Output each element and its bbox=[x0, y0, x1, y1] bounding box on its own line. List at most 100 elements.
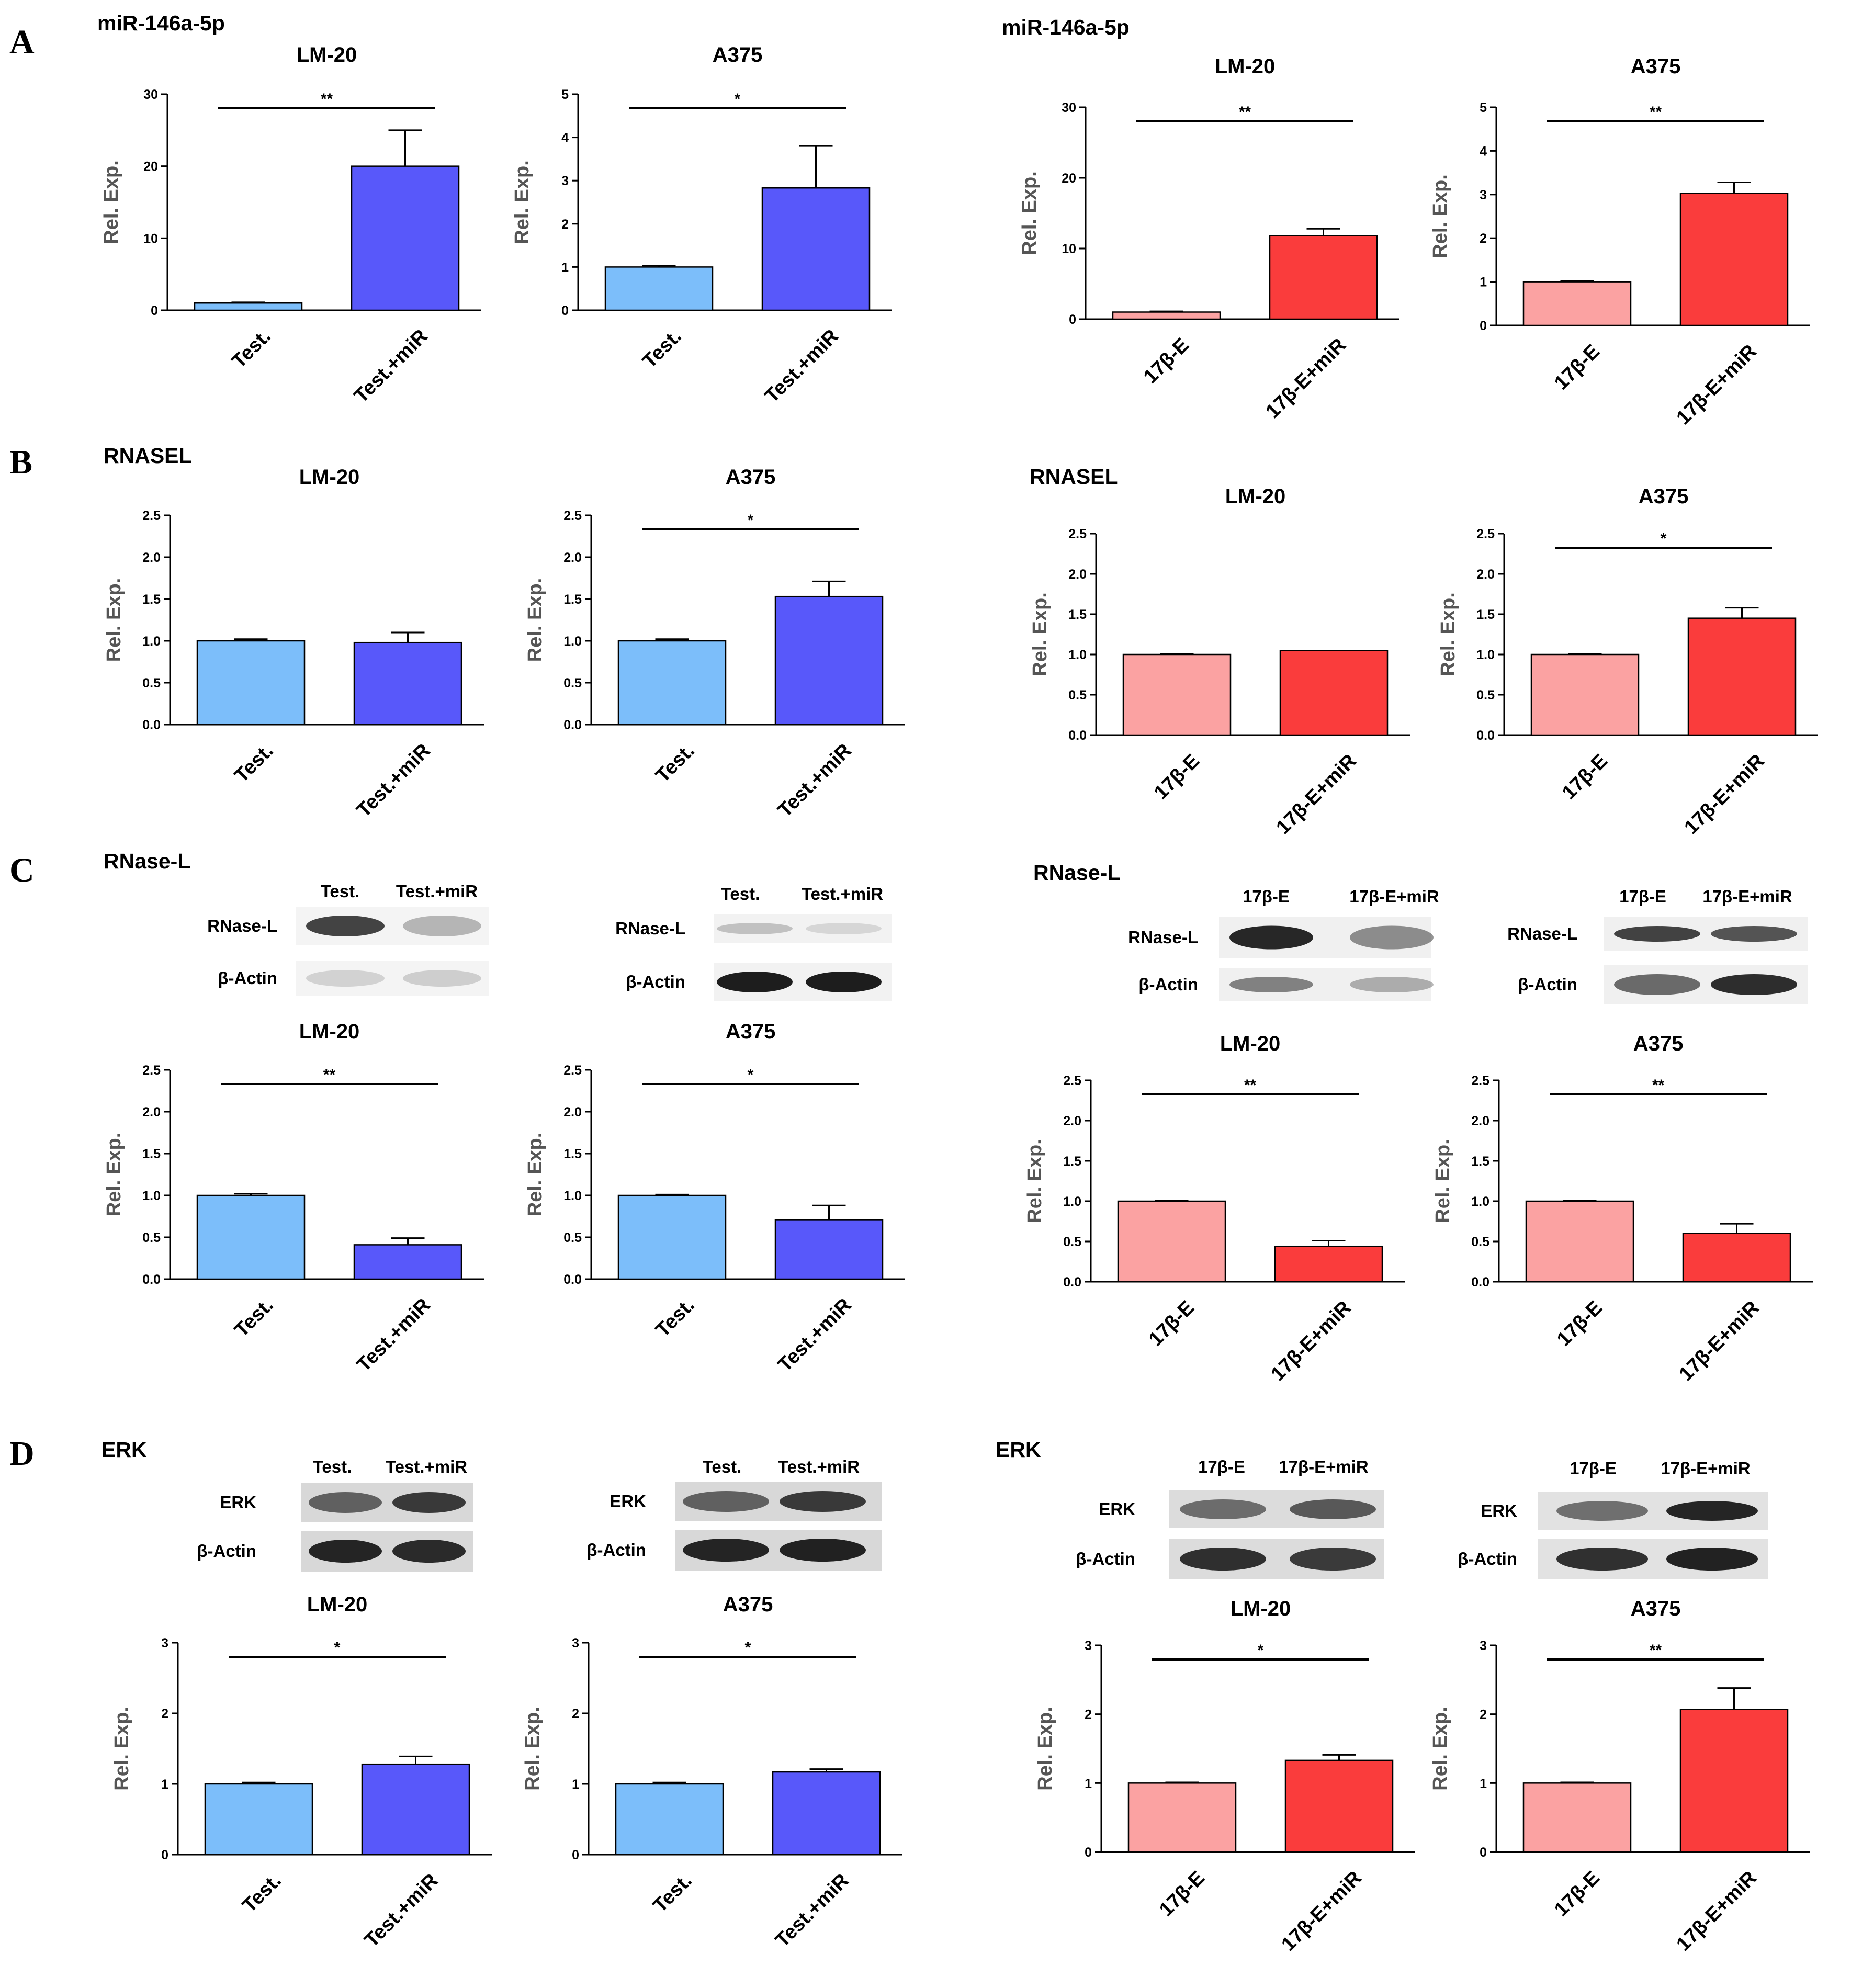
lane-label: Test. bbox=[703, 1457, 742, 1476]
blot-c1: Test. Test.+miR RNase-L β-Actin bbox=[207, 882, 489, 996]
category-label: Test. bbox=[228, 325, 275, 372]
y-tick-label: 0.0 bbox=[1068, 728, 1087, 743]
y-tick-label: 0 bbox=[561, 303, 569, 318]
category-label: Test.+miR bbox=[350, 325, 432, 408]
blot-band bbox=[306, 970, 385, 987]
y-tick-label: 4 bbox=[1480, 144, 1487, 159]
y-tick-label: 0.0 bbox=[563, 718, 582, 732]
chart-title: LM-20 bbox=[1220, 1032, 1281, 1055]
blot-band bbox=[403, 970, 481, 987]
y-tick-label: 1.5 bbox=[563, 592, 582, 607]
y-tick-label: 1.5 bbox=[1471, 1154, 1489, 1169]
y-tick-label: 0.0 bbox=[1476, 728, 1495, 743]
bar-mir bbox=[351, 165, 460, 311]
y-tick-label: 1.0 bbox=[1476, 648, 1495, 662]
chart-b3: LM-20 0.0 0.5 1.0 1.5 2.0 2.5 Rel. Exp. 17β-E 17β… bbox=[1029, 485, 1410, 839]
y-tick-label: 2.5 bbox=[1476, 527, 1495, 541]
y-axis-label: Rel. Exp. bbox=[100, 160, 122, 244]
western-blots: Test. Test.+miR RNase-L β-Actin Test. Test.+m… bbox=[197, 882, 1808, 1579]
y-axis-label: Rel. Exp. bbox=[1034, 1707, 1056, 1791]
chart-title: A375 bbox=[723, 1593, 773, 1616]
category-label: 17β-E bbox=[1550, 1867, 1604, 1921]
blot-band bbox=[1614, 974, 1700, 995]
bar-control bbox=[617, 640, 727, 726]
y-axis-label: Rel. Exp. bbox=[1429, 174, 1451, 258]
blot-band bbox=[806, 972, 882, 992]
y-tick-label: 0 bbox=[151, 303, 158, 318]
blot-c4: 17β-E 17β-E+miR RNase-L β-Actin bbox=[1507, 887, 1808, 1004]
blot-band bbox=[392, 1492, 466, 1513]
blot-row-label: β-Actin bbox=[1518, 975, 1577, 994]
blot-band bbox=[1229, 925, 1313, 950]
chart-title: LM-20 bbox=[299, 1020, 360, 1043]
y-tick-label: 2.0 bbox=[1063, 1114, 1081, 1128]
blot-band bbox=[1614, 926, 1700, 942]
y-tick-label: 2.5 bbox=[1471, 1074, 1489, 1088]
bar-control bbox=[615, 1783, 724, 1856]
y-tick-label: 3 bbox=[1480, 188, 1487, 202]
y-axis-label: Rel. Exp. bbox=[103, 578, 125, 662]
bar-mir bbox=[1269, 235, 1378, 320]
panel-letter-d: D bbox=[9, 1434, 35, 1473]
y-tick-label: 2.0 bbox=[1068, 567, 1087, 582]
bar-control bbox=[204, 1783, 313, 1856]
y-tick-label: 1 bbox=[1480, 1776, 1487, 1791]
y-tick-label: 1 bbox=[1480, 275, 1487, 290]
significance-marker: ** bbox=[1650, 104, 1662, 121]
bar-mir bbox=[361, 1763, 470, 1856]
bar-mir bbox=[353, 641, 462, 726]
blot-band bbox=[683, 1491, 769, 1512]
chart-c2: A375 0.0 0.5 1.0 1.5 2.0 2.5 Rel. Exp. Test. Test… bbox=[524, 1020, 905, 1376]
category-label: 17β-E bbox=[1145, 1297, 1199, 1351]
blot-band bbox=[1711, 974, 1797, 995]
y-tick-label: 3 bbox=[161, 1636, 168, 1651]
blot-strip bbox=[714, 914, 892, 943]
bar-control bbox=[1117, 1200, 1226, 1283]
chart-a4: A375 0 1 2 3 4 5 Rel. Exp. 17β-E 17β-E+miR ** bbox=[1429, 55, 1810, 429]
blot-row-label: β-Actin bbox=[1458, 1549, 1517, 1568]
blot-band bbox=[780, 1539, 866, 1562]
y-tick-label: 1.5 bbox=[1063, 1154, 1081, 1169]
chart-d2: A375 0 1 2 3 Rel. Exp. Test. Test.+miR * bbox=[522, 1593, 902, 1952]
y-tick-label: 2 bbox=[572, 1707, 579, 1721]
bar-control bbox=[196, 1194, 306, 1280]
blot-band bbox=[1556, 1548, 1648, 1571]
chart-c4: A375 0.0 0.5 1.0 1.5 2.0 2.5 Rel. Exp. 17β-E 17β-… bbox=[1432, 1032, 1813, 1385]
y-tick-label: 20 bbox=[143, 160, 158, 174]
blot-band bbox=[1229, 977, 1313, 992]
y-tick-label: 5 bbox=[561, 87, 569, 102]
y-tick-label: 2.5 bbox=[1068, 527, 1087, 541]
section-title-a-right: miR-146a-5p bbox=[1002, 15, 1130, 39]
significance-marker: ** bbox=[321, 91, 333, 108]
bar-mir bbox=[774, 1219, 884, 1280]
y-tick-label: 1.0 bbox=[563, 634, 582, 649]
category-label: 17β-E+miR bbox=[1262, 334, 1350, 423]
y-tick-label: 0.0 bbox=[1471, 1275, 1489, 1290]
y-axis-label: Rel. Exp. bbox=[511, 160, 533, 244]
y-tick-label: 3 bbox=[572, 1636, 579, 1651]
blot-row-label: β-Actin bbox=[1138, 975, 1198, 994]
y-tick-label: 2 bbox=[1480, 1708, 1487, 1722]
chart-title: A375 bbox=[1631, 55, 1681, 78]
y-tick-label: 0.5 bbox=[1471, 1235, 1489, 1249]
chart-title: A375 bbox=[1639, 485, 1689, 508]
y-tick-label: 0.0 bbox=[142, 718, 161, 732]
y-tick-label: 2.0 bbox=[563, 1105, 582, 1120]
y-tick-label: 2.0 bbox=[142, 550, 161, 565]
y-tick-label: 0.5 bbox=[142, 1230, 161, 1245]
lane-label: Test.+miR bbox=[778, 1457, 860, 1476]
category-label: 17β-E bbox=[1139, 334, 1193, 388]
chart-d1: LM-20 0 1 2 3 Rel. Exp. Test. Test.+miR * bbox=[111, 1593, 492, 1952]
chart-title: A375 bbox=[726, 466, 776, 489]
y-tick-label: 2.5 bbox=[563, 1063, 582, 1078]
y-tick-label: 2 bbox=[1480, 231, 1487, 246]
y-axis-label: Rel. Exp. bbox=[1437, 592, 1459, 676]
y-tick-label: 0 bbox=[572, 1848, 579, 1862]
blot-band bbox=[1666, 1501, 1758, 1521]
blot-band bbox=[1556, 1501, 1648, 1521]
y-tick-label: 4 bbox=[561, 131, 569, 145]
y-tick-label: 2.0 bbox=[1471, 1114, 1489, 1128]
blot-band bbox=[1290, 1548, 1376, 1571]
category-label: Test.+miR bbox=[771, 1870, 853, 1952]
